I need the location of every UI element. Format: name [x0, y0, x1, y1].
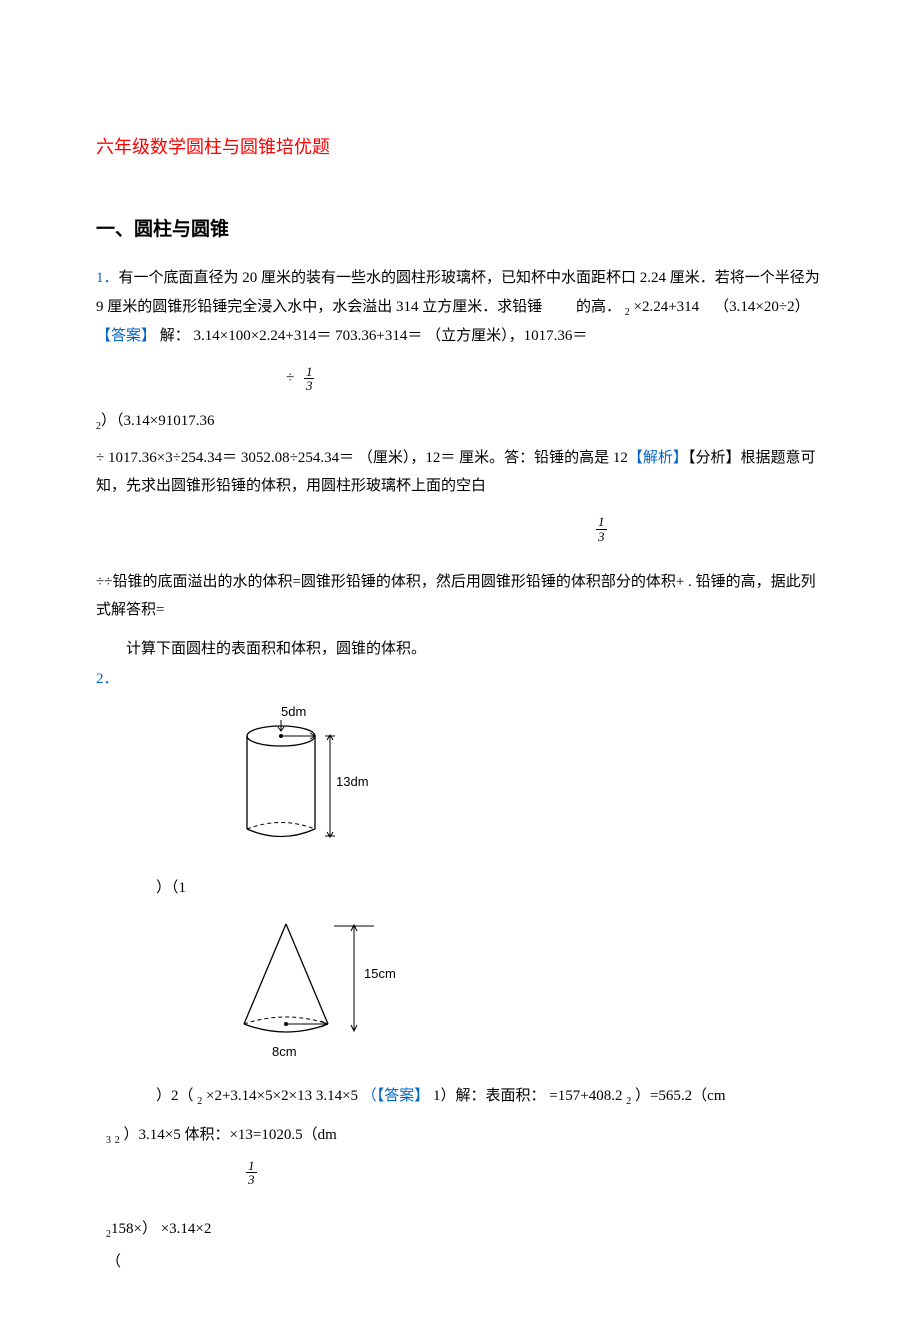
q2c-sub2b: 2: [626, 1096, 631, 1107]
q1-text-3a: ÷ 1017.36×3÷254.34＝ 3052.08÷254.34＝ （厘米）…: [96, 450, 628, 466]
doc-title: 六年级数学圆柱与圆锥培优题: [96, 130, 824, 164]
frac-numerator-3: 1: [246, 1159, 257, 1174]
section-heading: 一、圆柱与圆锥: [96, 212, 824, 248]
fig1-caption: ）（1: [156, 874, 824, 903]
frac-numerator: 1: [304, 365, 315, 380]
q2c-2a: 3: [106, 1135, 111, 1146]
q2c-1d: ）=565.2（cm: [635, 1088, 726, 1104]
q2c-sub2: 2: [197, 1096, 202, 1107]
cylinder-svg: 5dm 13dm: [226, 704, 406, 854]
q1-text-1c: 解： 3.14×100×2.24+314＝ 703.36+314＝ （立方厘米）…: [156, 328, 587, 344]
q1-line5: 计算下面圆柱的表面积和体积，圆锥的体积。: [96, 635, 824, 664]
q2c-3a: 158×） ×3.14×2: [111, 1221, 211, 1237]
cone-height-label: 15cm: [364, 966, 396, 981]
divide-sign: ÷: [286, 370, 294, 386]
fraction-one-third-3: 1 3: [246, 1159, 257, 1187]
answer-label: 【答案】: [96, 328, 156, 344]
figure-cylinder: 5dm 13dm: [226, 704, 824, 854]
q1-line4: ÷÷铅锥的底面溢出的水的体积=圆锥形铅锤的体积，然后用圆锥形铅锤的体积部分的体积…: [96, 568, 824, 625]
fraction-block-1: ÷ 1 3: [286, 364, 824, 393]
q2c-sub2c: 2: [115, 1135, 120, 1146]
q2-calc-line2: 3 2 ）3.14×5 体积：×13=1020.5（dm: [106, 1121, 824, 1150]
q1-sub-2: 2: [625, 307, 630, 318]
cone-svg: 15cm 8cm: [226, 912, 436, 1062]
figure-cone: 15cm 8cm: [226, 912, 824, 1062]
cyl-side-label: 13dm: [336, 774, 369, 789]
q2c-2b: ）3.14×5 体积：×13=1020.5（dm: [124, 1127, 337, 1143]
q1-line3: ÷ 1017.36×3÷254.34＝ 3052.08÷254.34＝ （厘米）…: [96, 444, 824, 501]
q2c-1c: 1）解：表面积： =157+408.2: [433, 1088, 622, 1104]
frac-denominator: 3: [304, 379, 315, 393]
q1-text-1b: ×2.24+314 （3.14×20÷2）: [634, 299, 810, 315]
q1-block: 1．有一个底面直径为 20 厘米的装有一些水的圆柱形玻璃杯，已知杯中水面距杯口 …: [96, 264, 824, 350]
q2-answer-label: （【答案】: [362, 1088, 430, 1104]
page: 六年级数学圆柱与圆锥培优题 一、圆柱与圆锥 1．有一个底面直径为 20 厘米的装…: [0, 0, 920, 1340]
fraction-block-3: 1 3: [246, 1158, 824, 1187]
q2c-1a: ）2（: [156, 1088, 194, 1104]
q2c-1b: ×2+3.14×5×2×13 3.14×5: [206, 1088, 358, 1104]
frac-denominator-3: 3: [246, 1173, 257, 1187]
q2-number: 2．: [96, 665, 824, 694]
fraction-block-2: 1 3: [596, 515, 824, 544]
q2-calc-line3b: （: [106, 1248, 824, 1277]
q1-line2: 2）（3.14×91017.36: [96, 407, 824, 436]
frac-numerator-2: 1: [596, 515, 607, 530]
q2-calc-line3: 2158×） ×3.14×2: [106, 1215, 824, 1244]
fraction-one-third: 1 3: [304, 365, 315, 393]
fraction-one-third-2: 1 3: [596, 515, 607, 543]
frac-denominator-2: 3: [596, 530, 607, 544]
q1-text-2: ）（3.14×91017.36: [101, 413, 214, 429]
cone-base-label: 8cm: [272, 1044, 297, 1059]
q1-number: 1．: [96, 270, 119, 286]
analysis-label: 【解析】: [628, 450, 688, 466]
q2-calc-line1: ）2（ 2 ×2+3.14×5×2×13 3.14×5 （【答案】 1）解：表面…: [156, 1082, 824, 1111]
cyl-top-label: 5dm: [281, 704, 306, 719]
